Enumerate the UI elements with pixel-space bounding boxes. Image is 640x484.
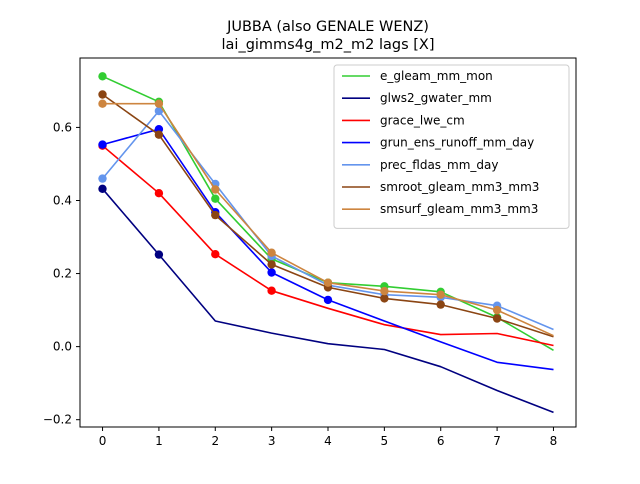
x-tick-label: 6: [437, 434, 445, 448]
legend-label: smsurf_gleam_mm3_mm3: [380, 202, 538, 216]
data-point: [98, 174, 107, 183]
legend-item: e_gleam_mm_mon: [342, 69, 493, 83]
legend-item: smroot_gleam_mm3_mm3: [342, 180, 539, 194]
x-tick-label: 5: [381, 434, 389, 448]
series-layer: [98, 72, 554, 414]
legend-item: smsurf_gleam_mm3_mm3: [342, 202, 538, 216]
data-point: [98, 72, 107, 81]
data-point: [267, 286, 276, 295]
y-tick-label: −0.2: [43, 413, 72, 427]
legend-item: prec_fldas_mm_day: [342, 158, 499, 172]
data-point: [380, 294, 389, 303]
x-tick-label: 2: [211, 434, 219, 448]
axes-layer: 0 1 2 3 4 5 6 7 8 −0.2 0.0 0.2 0.4 0.6: [43, 57, 577, 448]
data-point: [323, 295, 333, 305]
chart-subtitle: lai_gimms4g_m2_m2 lags [X]: [222, 37, 435, 53]
series-glws2_gwater_mm: [98, 184, 554, 414]
legend-label: grace_lwe_cm: [380, 113, 465, 127]
data-point: [323, 278, 333, 287]
data-point: [211, 210, 220, 220]
data-point: [492, 314, 502, 323]
series-line: [101, 145, 554, 347]
y-tick-label: 0.4: [53, 193, 72, 207]
data-point: [380, 286, 389, 296]
x-tick-label: 0: [99, 434, 107, 448]
series-line: [101, 188, 554, 414]
legend-label: grun_ens_runoff_mm_day: [380, 136, 534, 150]
legend-item: grun_ens_runoff_mm_day: [342, 136, 534, 150]
y-tick-label: 0.6: [53, 120, 72, 134]
data-point: [98, 184, 107, 193]
data-point: [492, 305, 502, 315]
data-point: [436, 300, 445, 309]
data-point: [154, 106, 164, 116]
x-tick-label: 3: [268, 434, 276, 448]
x-tick-label: 7: [493, 434, 501, 448]
chart-title: JUBBA (also GENALE WENZ): [226, 19, 429, 35]
legend-label: e_gleam_mm_mon: [380, 69, 493, 83]
data-point: [98, 140, 107, 149]
data-point: [211, 185, 220, 194]
legend-label: smroot_gleam_mm3_mm3: [380, 180, 539, 194]
legend-box: [333, 64, 570, 229]
data-point: [436, 290, 445, 299]
x-tick-label: 4: [324, 434, 332, 448]
legend-label: glws2_gwater_mm: [380, 91, 492, 105]
data-point: [154, 130, 164, 139]
y-tick-label: 0.0: [53, 340, 72, 354]
data-point: [267, 268, 276, 277]
data-point: [154, 189, 164, 198]
y-tick-label: 0.2: [53, 267, 72, 281]
legend-item: glws2_gwater_mm: [342, 91, 492, 105]
legend-item: grace_lwe_cm: [342, 113, 465, 127]
data-point: [98, 90, 107, 99]
legend: e_gleam_mm_mon glws2_gwater_mm grace_lwe_c…: [333, 64, 570, 229]
data-point: [267, 260, 276, 269]
data-point: [211, 194, 220, 203]
legend-label: prec_fldas_mm_day: [380, 158, 499, 172]
data-point: [154, 250, 164, 259]
data-point: [154, 99, 164, 108]
x-tick-label: 1: [155, 434, 163, 448]
data-point: [98, 99, 107, 108]
data-point: [267, 248, 276, 257]
x-tick-label: 8: [550, 434, 558, 448]
data-point: [211, 250, 220, 259]
series-smsurf_gleam_mm3_mm3: [98, 99, 554, 337]
